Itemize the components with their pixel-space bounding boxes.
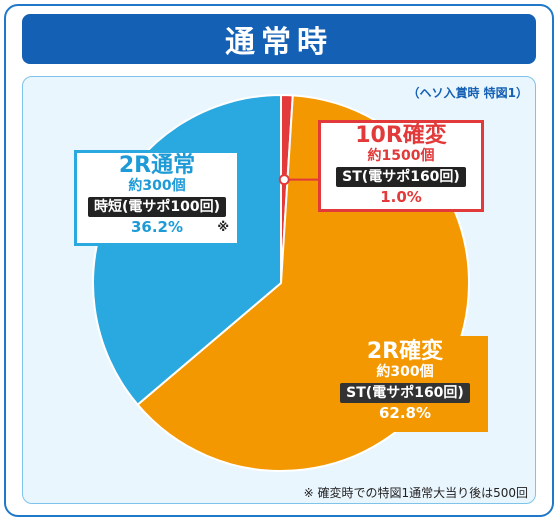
label-10r-kakuhen-name: 10R確変: [355, 123, 447, 148]
label-2r-kakuhen: 2R確変 約300個 ST(電サポ160回) 62.8%: [322, 336, 488, 432]
leader-dot: [278, 174, 290, 186]
label-2r-normal-pct: 36.2%: [130, 218, 184, 237]
label-10r-kakuhen: 10R確変 約1500個 ST(電サポ160回) 1.0%: [318, 120, 484, 212]
label-2r-normal-name: 2R通常: [118, 153, 196, 178]
label-2r-kakuhen-balls: 約300個: [376, 364, 434, 381]
label-10r-kakuhen-balls: 約1500個: [367, 148, 435, 165]
label-2r-kakuhen-tag: ST(電サポ160回): [340, 383, 470, 404]
label-2r-normal: 2R通常 約300個 時短(電サポ100回) 36.2% ※: [74, 150, 240, 246]
label-2r-normal-balls: 約300個: [128, 178, 186, 195]
page-title: 通常時: [22, 14, 536, 64]
label-2r-kakuhen-name: 2R確変: [366, 339, 444, 364]
label-2r-normal-mark: ※: [217, 220, 229, 235]
subnote: （ヘソ入賞時 特図1）: [407, 86, 528, 100]
footnote: ※ 確変時での特図1通常大当り後は500回: [303, 486, 528, 500]
label-2r-normal-tag: 時短(電サポ100回): [87, 197, 227, 218]
label-10r-kakuhen-pct: 1.0%: [380, 188, 422, 207]
label-2r-kakuhen-pct: 62.8%: [378, 404, 432, 423]
label-10r-kakuhen-tag: ST(電サポ160回): [336, 167, 466, 188]
